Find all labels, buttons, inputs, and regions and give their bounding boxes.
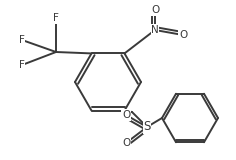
Text: S: S (143, 120, 151, 133)
Text: O: O (122, 110, 130, 120)
Text: F: F (19, 60, 25, 70)
Text: O: O (151, 5, 159, 15)
Text: O: O (122, 138, 130, 148)
Text: F: F (19, 35, 25, 45)
Text: N: N (151, 25, 159, 35)
Text: F: F (53, 13, 59, 23)
Text: O: O (179, 30, 187, 40)
